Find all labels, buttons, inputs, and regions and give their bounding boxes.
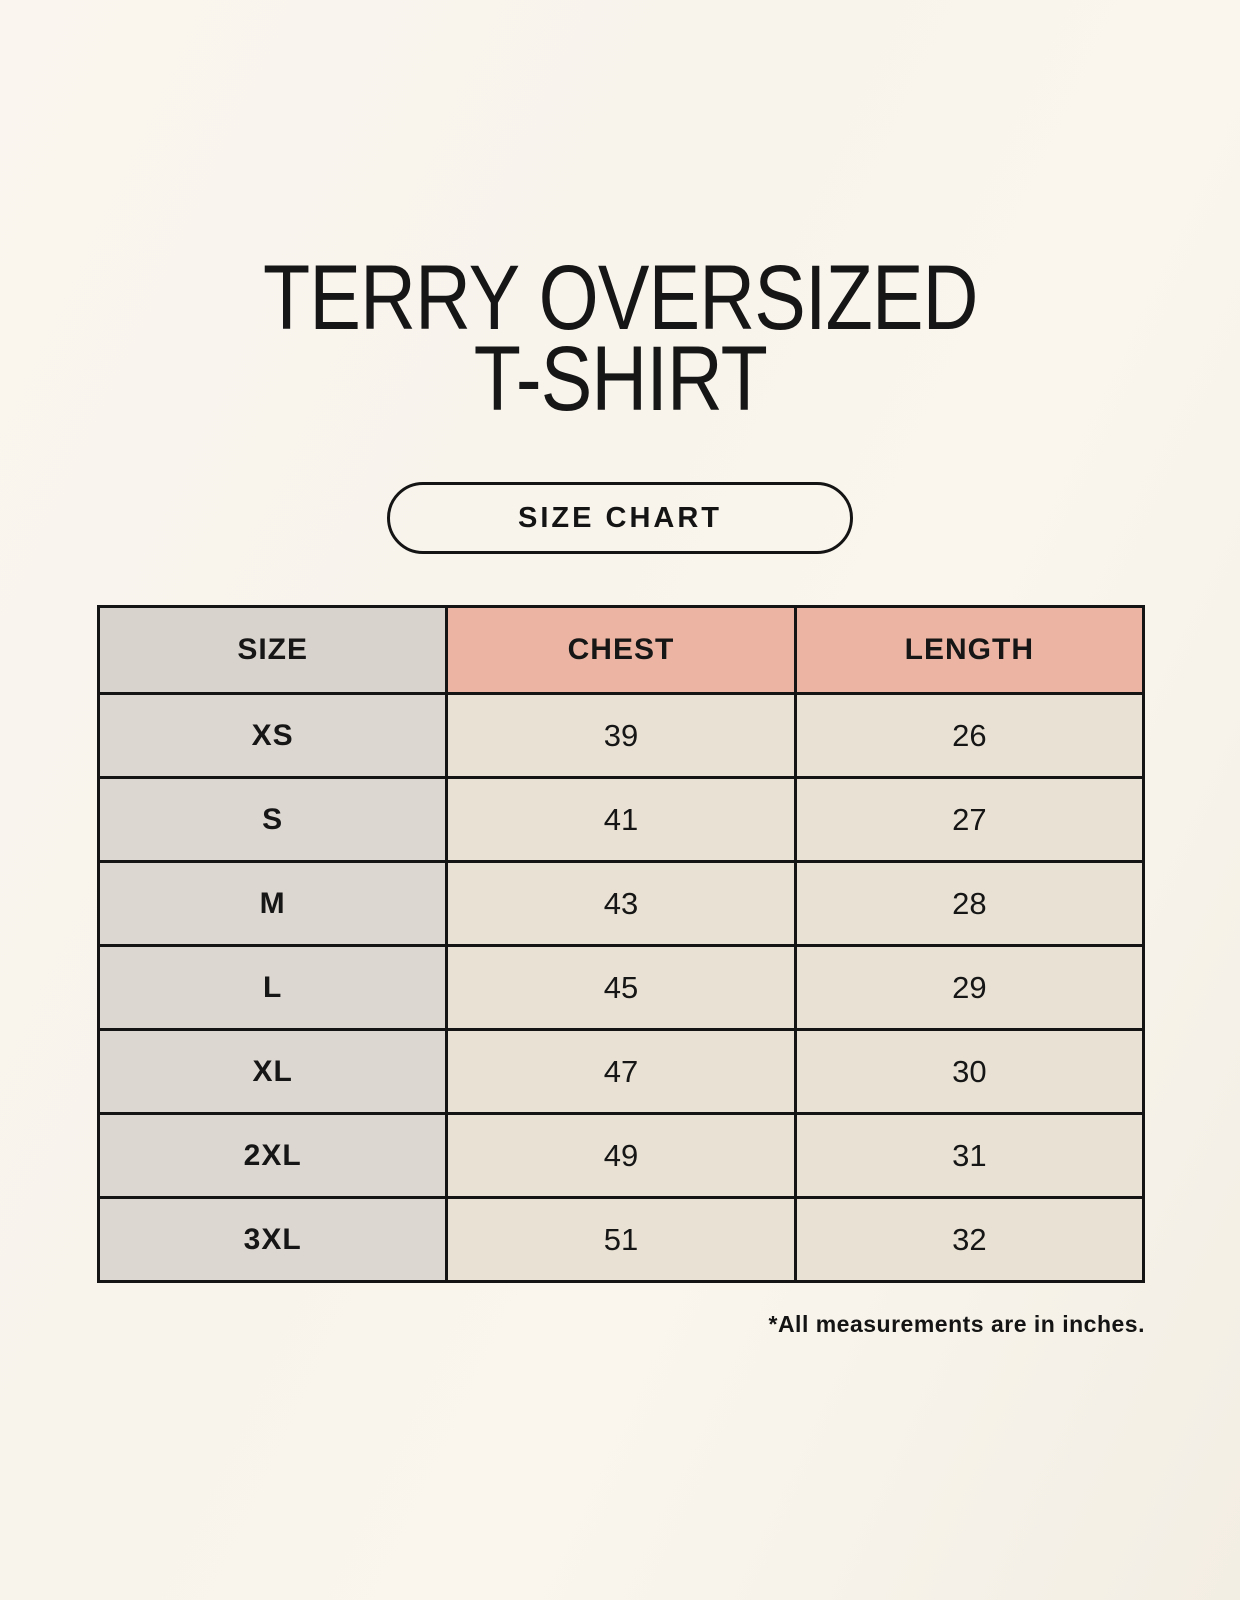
table-row-xl: XL 47 30 xyxy=(96,1028,1146,1115)
length-value-3xl: 32 xyxy=(793,1196,1146,1283)
size-label-2xl: 2XL xyxy=(96,1112,449,1199)
chest-value-2xl: 49 xyxy=(445,1112,797,1199)
page-title-line-2: T-SHIRT xyxy=(473,327,767,430)
column-header-length: LENGTH xyxy=(793,605,1146,695)
measurements-footnote: *All measurements are in inches. xyxy=(768,1311,1145,1337)
size-label-xs: XS xyxy=(96,692,449,779)
table-row-m: M 43 28 xyxy=(96,860,1146,947)
length-value-2xl: 31 xyxy=(793,1112,1146,1199)
size-label-xl: XL xyxy=(96,1028,449,1115)
page-title-line-1: TERRY OVERSIZED xyxy=(262,247,978,349)
length-value-xs: 26 xyxy=(793,692,1146,779)
chest-value-m: 43 xyxy=(445,860,797,947)
length-value-l: 29 xyxy=(793,944,1146,1031)
column-header-chest: CHEST xyxy=(445,605,797,695)
size-table-header-row: SIZE CHEST LENGTH xyxy=(96,605,1146,695)
size-label-s: S xyxy=(96,776,449,863)
table-row-l: L 45 29 xyxy=(96,944,1146,1031)
chest-value-xs: 39 xyxy=(445,692,797,779)
size-label-l: L xyxy=(96,944,449,1031)
table-row-2xl: 2XL 49 31 xyxy=(96,1112,1146,1199)
size-chart-button[interactable]: SIZE CHART xyxy=(387,482,853,554)
size-table: SIZE CHEST LENGTH XS 39 26 S 41 27 M 43 … xyxy=(96,605,1146,1283)
table-row-3xl: 3XL 51 32 xyxy=(96,1196,1146,1283)
chest-value-s: 41 xyxy=(445,776,797,863)
chest-value-xl: 47 xyxy=(445,1028,797,1115)
length-value-m: 28 xyxy=(793,860,1146,947)
table-row-xs: XS 39 26 xyxy=(96,692,1146,779)
page-title: TERRY OVERSIZED T-SHIRT xyxy=(0,252,1240,425)
chest-value-3xl: 51 xyxy=(445,1196,797,1283)
size-label-3xl: 3XL xyxy=(96,1196,449,1283)
table-row-s: S 41 27 xyxy=(96,776,1146,863)
length-value-s: 27 xyxy=(793,776,1146,863)
chest-value-l: 45 xyxy=(445,944,797,1031)
size-label-m: M xyxy=(96,860,449,947)
size-chart-button-label: SIZE CHART xyxy=(518,501,722,534)
column-header-size: SIZE xyxy=(96,605,449,695)
length-value-xl: 30 xyxy=(793,1028,1146,1115)
